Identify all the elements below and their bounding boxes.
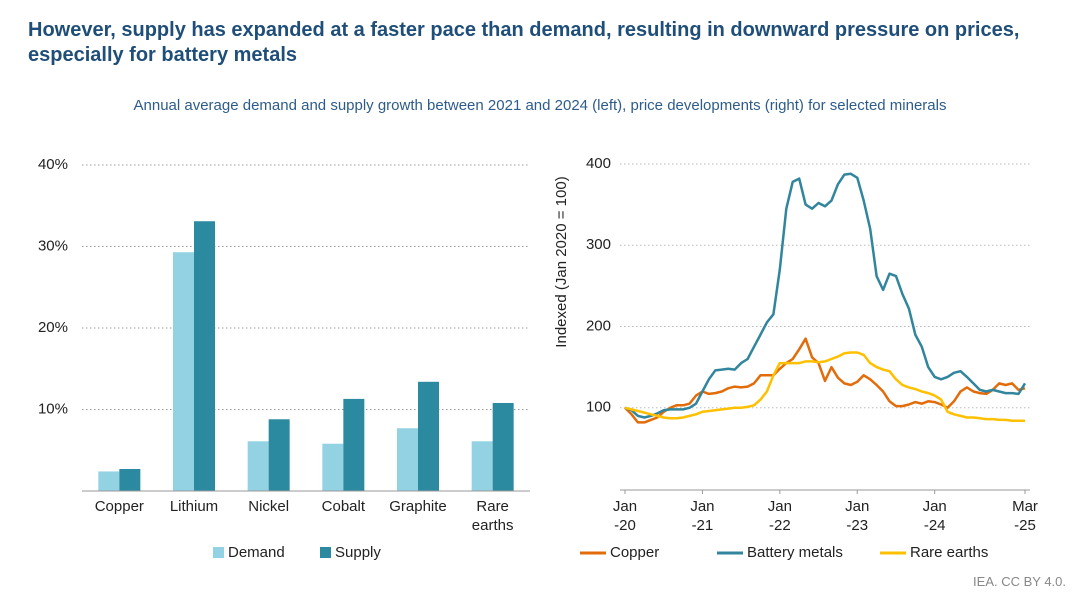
legend-swatch — [213, 547, 224, 558]
bar — [194, 221, 215, 492]
x-tick-label: Copper — [94, 498, 144, 515]
bar — [98, 471, 120, 491]
y-tick-label: 100 — [586, 399, 611, 416]
y-tick-label: 200 — [586, 317, 611, 334]
x-tick-label: Jan -20 — [612, 498, 638, 534]
x-tick-label: Nickel — [248, 498, 290, 515]
y-tick-label: 30% — [38, 237, 68, 254]
legend-label: Rare earths — [910, 544, 988, 561]
y-tick-label: 10% — [38, 400, 68, 417]
x-tick-label: Cobalt — [321, 498, 365, 515]
bar — [397, 428, 418, 491]
x-tick-label: Graphite — [389, 498, 447, 515]
x-tick-label: Jan -24 — [922, 498, 947, 534]
bar — [471, 441, 493, 491]
x-tick-label: Jan -22 — [767, 498, 792, 534]
bar — [173, 252, 194, 491]
line — [624, 172, 1027, 419]
x-tick-label: Lithium — [169, 498, 219, 515]
x-tick-label: Rare earths — [471, 498, 514, 534]
bar — [247, 441, 269, 491]
title: However, supply has expanded at a faster… — [28, 19, 1020, 66]
source: IEA. CC BY 4.0. — [973, 574, 1066, 589]
line — [624, 351, 1025, 423]
y-tick-label: 20% — [38, 319, 68, 336]
bar — [492, 402, 514, 491]
y-axis-label: Indexed (Jan 2020 = 100) — [553, 176, 570, 347]
bar — [268, 419, 290, 491]
legend-label: Battery metals — [747, 544, 843, 561]
legend-swatch — [320, 547, 331, 558]
y-tick-label: 40% — [38, 156, 68, 173]
bar — [418, 381, 439, 491]
subtitle: Annual average demand and supply growth … — [133, 97, 947, 114]
x-tick-label: Jan -21 — [690, 498, 715, 534]
x-tick-label: Jan -23 — [845, 498, 870, 534]
legend-label: Demand — [228, 544, 285, 561]
bar — [322, 443, 344, 491]
x-tick-label: Mar -25 — [1012, 498, 1038, 534]
line — [624, 337, 1026, 424]
bar — [343, 398, 365, 491]
y-tick-label: 300 — [586, 236, 611, 253]
bar — [119, 468, 141, 491]
y-tick-label: 400 — [586, 155, 611, 172]
legend-label: Supply — [335, 544, 381, 561]
legend-label: Copper — [610, 544, 659, 561]
